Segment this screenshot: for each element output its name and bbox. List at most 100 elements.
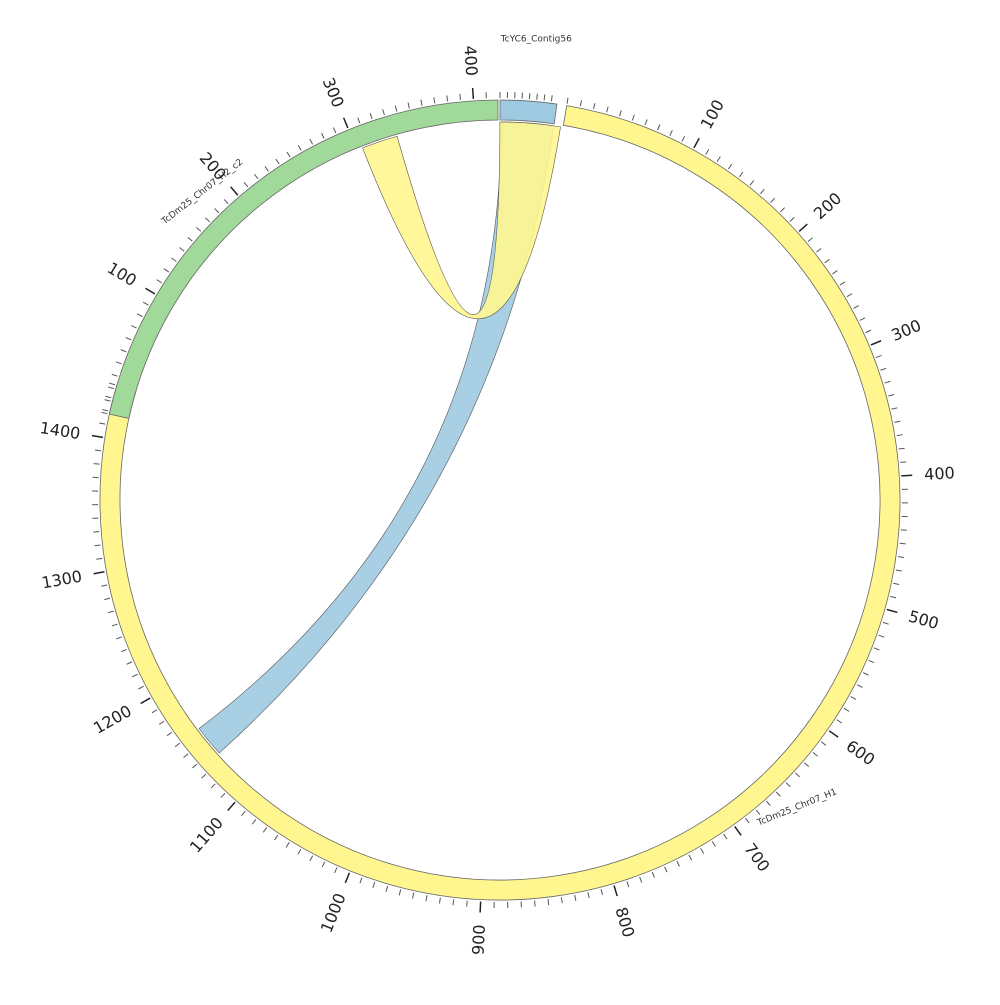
minor-tick (105, 400, 111, 401)
minor-tick (252, 819, 256, 824)
tick-labels: 1002003004005006007008009001000110012001… (38, 45, 955, 956)
minor-tick (860, 318, 865, 321)
major-tick (94, 572, 105, 574)
minor-tick (816, 248, 821, 252)
major-tick (145, 288, 154, 294)
minor-tick (766, 801, 770, 805)
minor-tick (426, 895, 427, 901)
minor-tick (395, 106, 397, 112)
major-tick (231, 187, 238, 195)
minor-tick (717, 157, 720, 162)
minor-tick (883, 622, 889, 624)
minor-tick (143, 302, 148, 305)
minor-tick (439, 898, 440, 904)
minor-tick (152, 710, 157, 713)
minor-tick (205, 218, 209, 222)
minor-tick (112, 374, 118, 376)
minor-tick (567, 98, 568, 104)
major-tick (799, 224, 807, 231)
minor-tick (215, 208, 219, 212)
tick-label-TcDm25_Chr07_H1-4: 500 (906, 607, 941, 634)
minor-tick (869, 660, 875, 662)
minor-tick (746, 818, 750, 823)
minor-tick (373, 882, 375, 888)
minor-tick (821, 742, 826, 746)
minor-tick (677, 861, 680, 866)
major-tick (694, 138, 699, 148)
minor-tick (897, 435, 903, 436)
minor-tick (275, 835, 278, 840)
minor-tick (164, 269, 169, 272)
minor-tick (192, 764, 197, 768)
minor-tick (157, 280, 162, 283)
major-tick (871, 341, 881, 345)
minor-tick (795, 773, 799, 777)
minor-tick (840, 282, 845, 285)
minor-tick (640, 877, 642, 883)
major-tick (228, 802, 235, 810)
minor-tick (724, 834, 727, 839)
tick-label-TcDm25_Chr07_H1-11: 1200 (90, 701, 135, 738)
minor-tick (99, 423, 105, 424)
major-tick (92, 436, 103, 438)
minor-tick (786, 783, 790, 787)
major-tick (901, 475, 912, 476)
minor-tick (276, 159, 279, 164)
minor-tick (627, 881, 629, 887)
minor-tick (712, 841, 715, 846)
minor-tick (112, 624, 118, 626)
minor-tick (893, 583, 899, 584)
minor-tick (898, 557, 904, 558)
tick-label-TcDm25_Chr07_H1-2: 300 (888, 316, 924, 345)
minor-tick (287, 152, 290, 157)
minor-tick (94, 464, 100, 465)
minor-tick (706, 149, 709, 154)
minor-tick (682, 136, 685, 141)
minor-tick (105, 396, 111, 398)
minor-tick (131, 326, 136, 329)
minor-tick (159, 721, 164, 724)
minor-tick (750, 181, 754, 186)
minor-tick (853, 306, 858, 309)
minor-tick (132, 674, 137, 677)
minor-tick (447, 95, 448, 101)
major-tick (141, 698, 151, 703)
minor-tick (851, 697, 856, 700)
minor-tick (813, 752, 818, 756)
major-tick (345, 873, 349, 883)
minor-tick (808, 238, 813, 242)
tick-label-TcDm25_Chr07_H1-12: 1300 (40, 566, 83, 592)
minor-tick (244, 182, 248, 187)
minor-tick (138, 686, 143, 689)
minor-tick (172, 258, 177, 262)
minor-tick (109, 383, 115, 385)
tick-label-TcDm25_Chr07_H2_c2-0: 100 (104, 258, 140, 290)
minor-tick (116, 637, 122, 639)
minor-tick (121, 350, 127, 352)
minor-tick (689, 855, 692, 860)
minor-tick (760, 189, 764, 194)
minor-tick (593, 103, 594, 109)
minor-tick (175, 743, 180, 747)
minor-tick (900, 462, 906, 463)
minor-tick (632, 115, 634, 121)
tick-label-TcDm25_Chr07_H1-3: 400 (924, 463, 956, 484)
tick-label-TcDm25_Chr07_H1-8: 900 (469, 924, 489, 955)
minor-tick (607, 107, 609, 113)
minor-tick (896, 570, 902, 571)
minor-tick (575, 895, 576, 901)
minor-tick (561, 897, 562, 903)
minor-tick (408, 102, 409, 108)
minor-tick (537, 94, 538, 100)
minor-tick (551, 95, 552, 101)
minor-tick (101, 585, 107, 586)
minor-tick (844, 708, 849, 711)
minor-tick (888, 395, 894, 397)
minor-tick (322, 862, 325, 867)
minor-tick (421, 100, 422, 106)
tick-label-TcDm25_Chr07_H2_c2-2: 300 (319, 75, 348, 110)
minor-tick (620, 110, 622, 116)
minor-tick (863, 673, 868, 676)
